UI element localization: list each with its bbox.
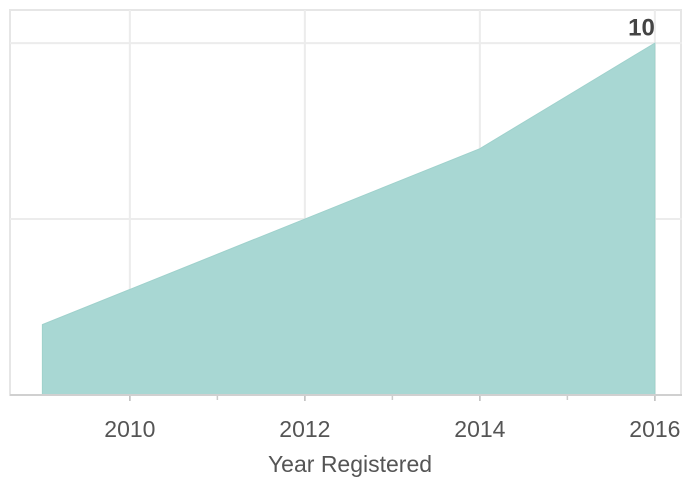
area [41, 42, 656, 396]
x-tick-label: 2012 [279, 416, 330, 442]
x-tick-label: 2014 [454, 416, 505, 442]
x-tick-label: 2016 [629, 416, 680, 442]
data-label: 10 [628, 14, 655, 41]
x-axis-label: Year Registered [268, 451, 432, 477]
x-tick-label: 2010 [104, 416, 155, 442]
